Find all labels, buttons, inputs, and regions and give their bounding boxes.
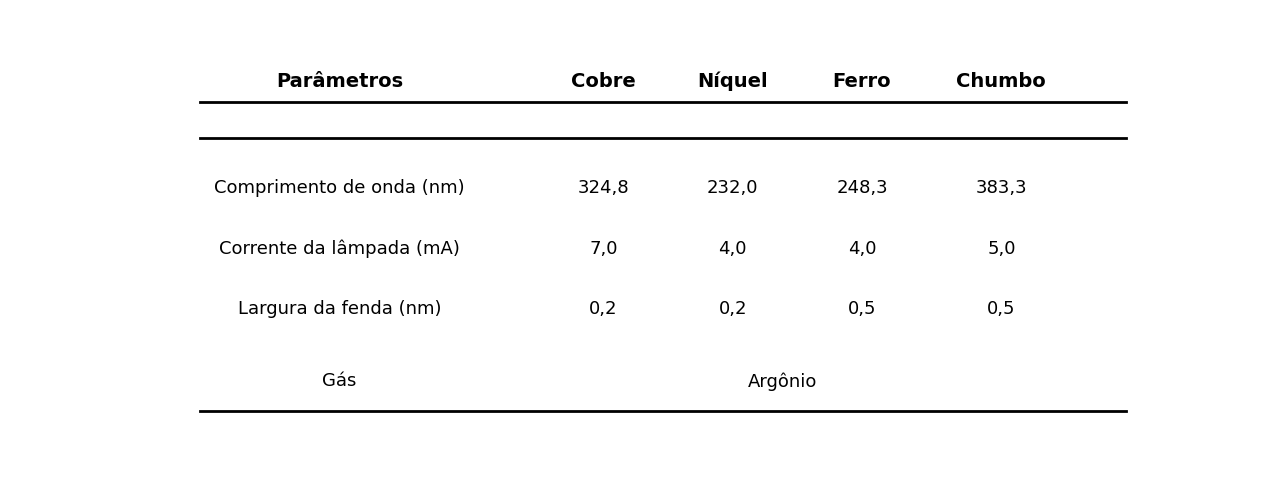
Text: Corrente da lâmpada (mA): Corrente da lâmpada (mA) [220,239,460,258]
Text: Comprimento de onda (nm): Comprimento de onda (nm) [214,179,465,197]
Text: Parâmetros: Parâmetros [276,72,403,91]
Text: Ferro: Ferro [833,72,891,91]
Text: 4,0: 4,0 [847,240,876,258]
Text: 4,0: 4,0 [719,240,747,258]
Text: 0,5: 0,5 [847,301,876,318]
Text: Largura da fenda (nm): Largura da fenda (nm) [238,301,442,318]
Text: Argônio: Argônio [747,372,817,391]
Text: 0,5: 0,5 [987,301,1016,318]
Text: 232,0: 232,0 [707,179,759,197]
Text: 324,8: 324,8 [578,179,629,197]
Text: 5,0: 5,0 [987,240,1016,258]
Text: 7,0: 7,0 [589,240,618,258]
Text: 248,3: 248,3 [836,179,887,197]
Text: Gás: Gás [322,372,357,390]
Text: Níquel: Níquel [697,72,768,91]
Text: 0,2: 0,2 [719,301,747,318]
Text: 0,2: 0,2 [589,301,618,318]
Text: 383,3: 383,3 [976,179,1027,197]
Text: Cobre: Cobre [571,72,636,91]
Text: Chumbo: Chumbo [957,72,1046,91]
